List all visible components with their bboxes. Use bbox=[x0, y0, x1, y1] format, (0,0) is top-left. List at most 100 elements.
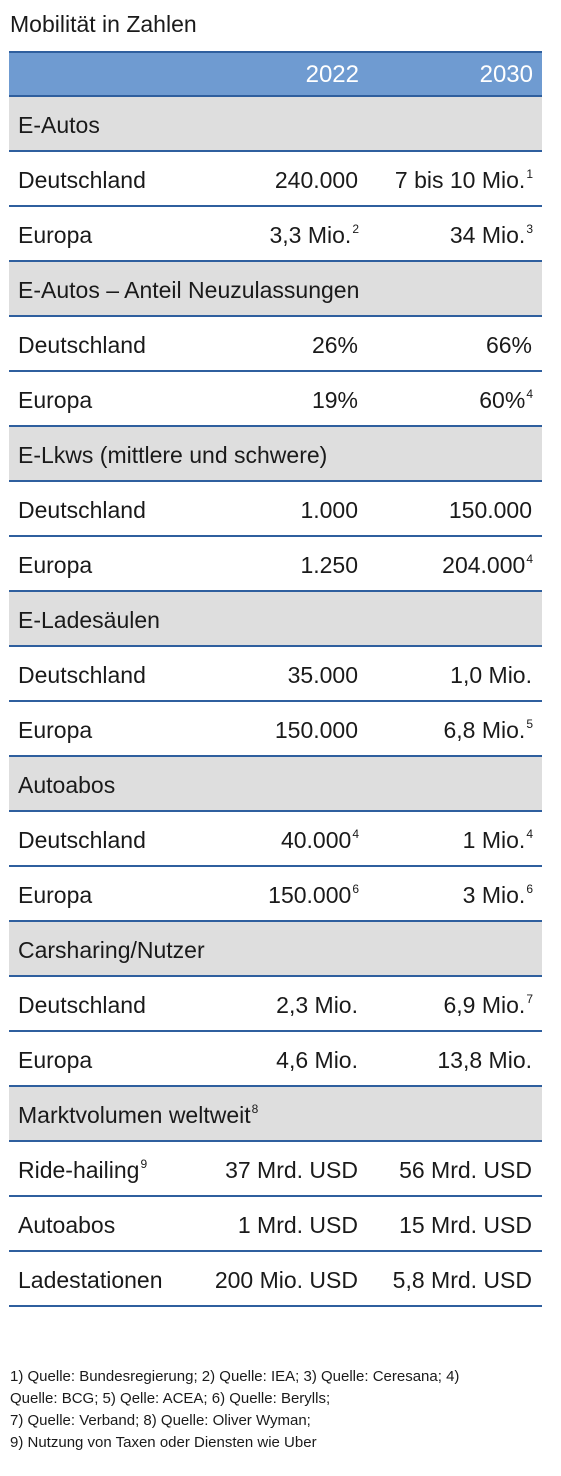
value-2022-text: 4,6 Mio. bbox=[276, 1047, 358, 1073]
value-2030: 7 bis 10 Mio.1 bbox=[395, 166, 533, 198]
footnote-line: 7) Quelle: Verband; 8) Quelle: Oliver Wy… bbox=[10, 1412, 311, 1429]
value-2022-text: 35.000 bbox=[287, 662, 358, 688]
row-label-text: Deutschland bbox=[18, 332, 146, 358]
value-2022-text: 40.000 bbox=[280, 827, 352, 853]
row-label-text: Deutschland bbox=[18, 662, 146, 688]
section-label-text: E-Autos – Anteil Neuzulassungen bbox=[18, 277, 360, 303]
section-header: E-Autos bbox=[9, 97, 542, 152]
value-2030-text: 1,0 Mio. bbox=[450, 662, 532, 688]
section-label: Autoabos bbox=[18, 771, 116, 803]
value-2022-text: 200 Mio. USD bbox=[214, 1267, 358, 1293]
row-label-text: Europa bbox=[18, 1047, 93, 1073]
footnote-marker: 2 bbox=[352, 222, 359, 236]
footnote-marker: 6 bbox=[526, 882, 533, 896]
table-row: Ladestationen 200 Mio. USD 5,8 Mrd. USD bbox=[9, 1252, 542, 1307]
header-year-2022: 2022 bbox=[305, 61, 359, 88]
row-label: Deutschland bbox=[18, 826, 147, 858]
value-2030: 1 Mio.4 bbox=[463, 826, 533, 858]
table-row: Europa 3,3 Mio.2 34 Mio.3 bbox=[9, 207, 542, 262]
value-2022-text: 150.000 bbox=[274, 717, 358, 743]
table-row: Deutschland 35.000 1,0 Mio. bbox=[9, 647, 542, 702]
value-2022: 2,3 Mio. bbox=[276, 991, 359, 1023]
table-row: Deutschland 2,3 Mio. 6,9 Mio.7 bbox=[9, 977, 542, 1032]
row-label-text: Ladestationen bbox=[18, 1267, 163, 1293]
value-2022: 150.0006 bbox=[268, 881, 359, 913]
row-label-text: Deutschland bbox=[18, 992, 146, 1018]
value-2022: 35.000 bbox=[288, 661, 359, 693]
row-label: Deutschland bbox=[18, 991, 147, 1023]
footnote-line: 1) Quelle: Bundesregierung; 2) Quelle: I… bbox=[10, 1368, 460, 1385]
section-label: E-Ladesäulen bbox=[18, 606, 161, 638]
page-title: Mobilität in Zahlen bbox=[10, 11, 197, 37]
row-label: Europa bbox=[18, 1046, 93, 1078]
table-row: Deutschland 240.000 7 bis 10 Mio.1 bbox=[9, 152, 542, 207]
value-2030-text: 13,8 Mio. bbox=[437, 1047, 532, 1073]
row-label: Deutschland bbox=[18, 331, 147, 363]
value-2030: 5,8 Mrd. USD bbox=[393, 1266, 533, 1298]
footnote-marker: 4 bbox=[526, 552, 533, 566]
value-2022: 200 Mio. USD bbox=[215, 1266, 359, 1298]
table-row: Ride-hailing9 37 Mrd. USD 56 Mrd. USD bbox=[9, 1142, 542, 1197]
value-2030: 150.000 bbox=[449, 496, 533, 528]
value-2030-text: 6,9 Mio. bbox=[443, 992, 526, 1018]
section-label: E-Autos bbox=[18, 111, 101, 143]
value-2030: 66% bbox=[486, 331, 533, 363]
value-2022-text: 240.000 bbox=[274, 167, 358, 193]
value-2030-text: 15 Mrd. USD bbox=[399, 1212, 532, 1238]
section-header: E-Ladesäulen bbox=[9, 592, 542, 647]
table-row: Deutschland 26% 66% bbox=[9, 317, 542, 372]
section-header: E-Autos – Anteil Neuzulassungen bbox=[9, 262, 542, 317]
row-label: Deutschland bbox=[18, 496, 147, 528]
value-2022: 4,6 Mio. bbox=[276, 1046, 359, 1078]
value-2030: 34 Mio.3 bbox=[450, 221, 533, 253]
value-2022: 1.000 bbox=[300, 496, 359, 528]
section-header: Autoabos bbox=[9, 757, 542, 812]
section-label-text: E-Ladesäulen bbox=[18, 607, 160, 633]
value-2022: 1 Mrd. USD bbox=[238, 1211, 359, 1243]
row-label-text: Deutschland bbox=[18, 827, 146, 853]
row-label-text: Deutschland bbox=[18, 497, 146, 523]
value-2030-text: 3 Mio. bbox=[462, 882, 526, 908]
value-2030-text: 204.000 bbox=[442, 552, 526, 578]
section-header: Carsharing/Nutzer bbox=[9, 922, 542, 977]
table-header: 2022 2030 bbox=[9, 51, 542, 97]
section-label-text: Carsharing/Nutzer bbox=[18, 937, 205, 963]
value-2030: 204.0004 bbox=[442, 551, 533, 583]
value-2022: 40.0004 bbox=[281, 826, 359, 858]
footnotes: 1) Quelle: Bundesregierung; 2) Quelle: I… bbox=[10, 1366, 555, 1454]
footnote-marker: 1 bbox=[526, 167, 533, 181]
row-label-text: Europa bbox=[18, 882, 93, 908]
value-2030-text: 7 bis 10 Mio. bbox=[394, 167, 526, 193]
footnote-marker: 7 bbox=[526, 992, 533, 1006]
row-label: Ladestationen bbox=[18, 1266, 164, 1298]
section-label-text: E-Lkws (mittlere und schwere) bbox=[18, 442, 328, 468]
footnote-marker: 5 bbox=[526, 717, 533, 731]
row-label: Europa bbox=[18, 881, 93, 913]
value-2030: 3 Mio.6 bbox=[463, 881, 533, 913]
section-label: E-Autos – Anteil Neuzulassungen bbox=[18, 276, 360, 308]
value-2022-text: 19% bbox=[311, 387, 358, 413]
row-label: Europa bbox=[18, 551, 93, 583]
value-2030: 1,0 Mio. bbox=[450, 661, 533, 693]
row-label-text: Europa bbox=[18, 222, 93, 248]
value-2030-text: 1 Mio. bbox=[462, 827, 526, 853]
table-row: Europa 1.250 204.0004 bbox=[9, 537, 542, 592]
value-2030-text: 5,8 Mrd. USD bbox=[392, 1267, 532, 1293]
value-2022-text: 26% bbox=[311, 332, 358, 358]
row-label: Ride-hailing9 bbox=[18, 1156, 147, 1188]
section-label: Carsharing/Nutzer bbox=[18, 936, 206, 968]
row-label: Europa bbox=[18, 716, 93, 748]
value-2030-text: 66% bbox=[485, 332, 532, 358]
section-label-text: E-Autos bbox=[18, 112, 100, 138]
value-2030: 15 Mrd. USD bbox=[399, 1211, 533, 1243]
section-label: E-Lkws (mittlere und schwere) bbox=[18, 441, 328, 473]
footnote-marker: 3 bbox=[526, 222, 533, 236]
value-2022-text: 3,3 Mio. bbox=[269, 222, 352, 248]
table-row: Autoabos 1 Mrd. USD 15 Mrd. USD bbox=[9, 1197, 542, 1252]
value-2022-text: 1.250 bbox=[300, 552, 358, 578]
footnote-marker: 4 bbox=[526, 827, 533, 841]
row-label-text: Autoabos bbox=[18, 1212, 116, 1238]
value-2030: 6,9 Mio.7 bbox=[443, 991, 533, 1023]
value-2030-text: 60% bbox=[479, 387, 526, 413]
value-2030-text: 6,8 Mio. bbox=[443, 717, 526, 743]
